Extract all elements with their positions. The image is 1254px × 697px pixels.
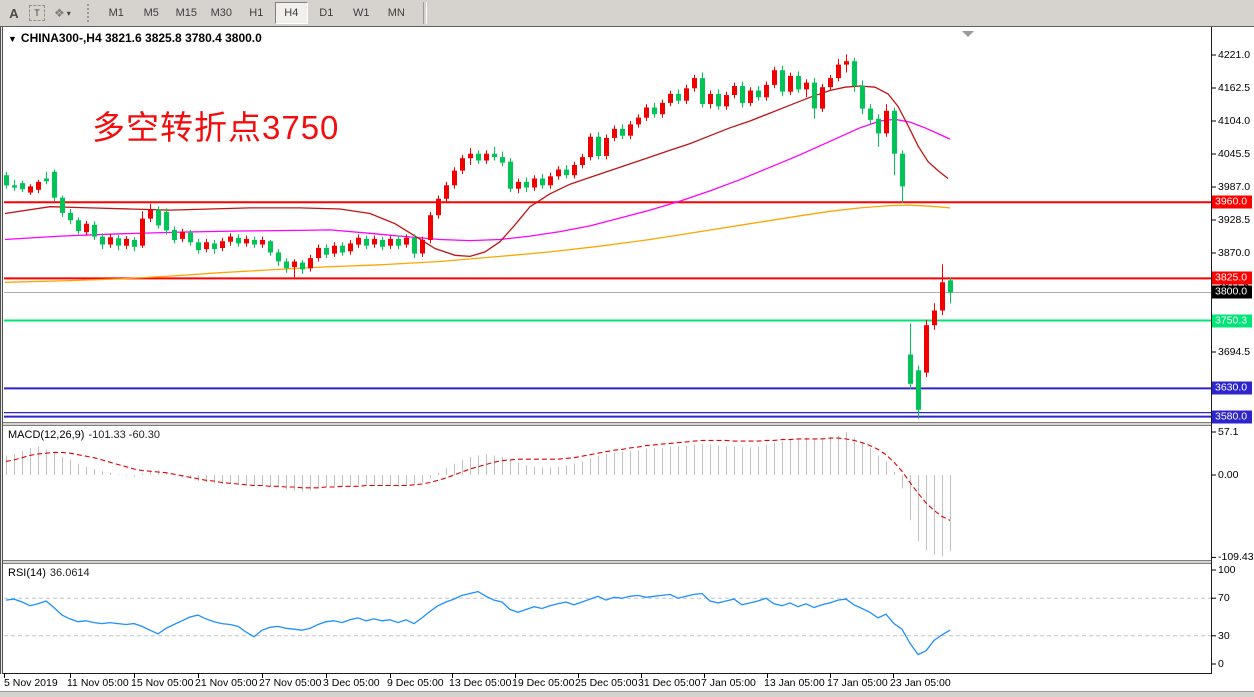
- macd-tick-label: -109.43: [1218, 551, 1254, 564]
- panel-splitter[interactable]: [3, 560, 1211, 564]
- time-axis-label: 3 Dec 05:00: [323, 677, 380, 689]
- rsi-tick-label: 100: [1218, 564, 1236, 576]
- macd-panel[interactable]: [3, 426, 1211, 560]
- time-axis-label: 15 Nov 05:00: [131, 677, 194, 689]
- time-axis-label: 21 Nov 05:00: [195, 677, 258, 689]
- toolbar-drag-handle[interactable]: [86, 4, 92, 22]
- time-axis-border: [3, 673, 1211, 674]
- price-tick-label: 4221.0: [1218, 49, 1251, 61]
- time-axis-label: 25 Dec 05:00: [575, 677, 638, 689]
- window-bottom-strip: [0, 691, 1254, 697]
- time-axis-label: 9 Dec 05:00: [387, 677, 444, 689]
- price-tick-label: 3694.5: [1218, 345, 1251, 358]
- timeframe-button-M5[interactable]: M5: [143, 7, 159, 19]
- text-annotation-button[interactable]: A: [4, 3, 24, 23]
- toolbar-separator: [422, 2, 427, 24]
- timeframe-button-W1[interactable]: W1: [353, 7, 370, 19]
- time-axis-label: 5 Nov 2019: [4, 677, 58, 689]
- ohlc-high: 3825.8: [145, 31, 182, 45]
- price-tick-label: 4162.5: [1218, 81, 1251, 94]
- time-axis-label: 13 Dec 05:00: [449, 677, 512, 689]
- ohlc-open: 3821.6: [104, 31, 142, 45]
- level-price-badge: 3825.0: [1212, 271, 1252, 285]
- timeframe-button-M1[interactable]: M1: [108, 7, 124, 19]
- rsi-tick-label: 30: [1218, 629, 1230, 642]
- ohlc-low: 3780.4: [185, 31, 222, 45]
- timeframe-button-H4[interactable]: H4: [274, 2, 308, 24]
- price-chart-panel[interactable]: [3, 27, 1211, 422]
- symbol-dropdown-icon[interactable]: ▼: [8, 34, 17, 44]
- timeframe-button-M15[interactable]: M15: [175, 7, 197, 19]
- time-axis-label: 13 Jan 05:00: [764, 677, 825, 689]
- time-axis-label: 23 Jan 05:00: [890, 677, 951, 689]
- macd-name: MACD(12,26,9): [8, 429, 85, 441]
- level-price-badge: 3750.3: [1212, 314, 1252, 328]
- timeframe-button-M30[interactable]: M30: [210, 7, 232, 19]
- price-tick-label: 3928.5: [1218, 213, 1251, 226]
- macd-tick-label: 57.1: [1218, 426, 1239, 438]
- time-axis-label: 7 Jan 05:00: [701, 677, 756, 689]
- rsi-tick-label: 0: [1218, 658, 1224, 670]
- rsi-name: RSI(14): [8, 567, 46, 579]
- chart-frame-top: [0, 26, 1254, 27]
- time-axis-label: 17 Jan 05:00: [827, 677, 888, 689]
- dropdown-arrow-icon: ▾: [66, 8, 71, 18]
- symbol-ohlc-header[interactable]: ▼ CHINA300-,H4 3821.6 3825.8 3780.4 3800.…: [8, 31, 262, 45]
- price-tick-label: 4045.5: [1218, 147, 1251, 160]
- text-label-tool-button[interactable]: T: [29, 5, 45, 21]
- rsi-tick-label: 70: [1218, 592, 1230, 605]
- timeframe-button-H1[interactable]: H1: [249, 7, 264, 19]
- rsi-indicator-label: RSI(14) 36.0614: [8, 567, 90, 579]
- timeframe-button-MN[interactable]: MN: [387, 7, 405, 19]
- time-axis-label: 31 Dec 05:00: [638, 677, 701, 689]
- level-price-badge: 3960.0: [1212, 195, 1252, 209]
- bid-price-badge: 3800.0: [1212, 285, 1252, 299]
- toolbar: A T ❖ ▾ M1 M5 M15 M30 H1 H4 D1 W1 MN: [0, 0, 1254, 26]
- shapes-tool-button[interactable]: ❖ ▾: [50, 3, 75, 23]
- level-price-badge: 3580.0: [1212, 410, 1252, 424]
- price-tick-label: 3987.0: [1218, 180, 1251, 193]
- macd-indicator-label: MACD(12,26,9) -101.33 -60.30: [8, 429, 160, 441]
- price-axis-border: [1211, 27, 1212, 674]
- time-axis-label: 11 Nov 05:00: [67, 677, 129, 689]
- window-left-border: [0, 27, 3, 674]
- macd-values: -101.33 -60.30: [88, 429, 160, 441]
- macd-tick-label: 0.00: [1218, 469, 1239, 481]
- time-axis-label: 19 Dec 05:00: [512, 677, 575, 689]
- rsi-value: 36.0614: [49, 567, 90, 579]
- timeframe-group: M1 M5 M15 M30 H1 H4 D1 W1 MN: [100, 2, 413, 24]
- shapes-icon: ❖: [54, 6, 65, 20]
- symbol-period-label: CHINA300-,H4: [20, 31, 102, 45]
- timeframe-button-D1[interactable]: D1: [319, 7, 334, 19]
- rsi-panel[interactable]: [3, 564, 1211, 673]
- chart-text-annotation[interactable]: 多空转折点3750: [92, 109, 340, 146]
- time-axis-label: 27 Nov 05:00: [259, 677, 322, 689]
- price-tick-label: 3870.0: [1218, 246, 1251, 259]
- price-tick-label: 4104.0: [1218, 114, 1251, 127]
- panel-splitter[interactable]: [3, 422, 1211, 426]
- level-price-badge: 3630.0: [1212, 381, 1252, 395]
- ohlc-close: 3800.0: [225, 31, 262, 45]
